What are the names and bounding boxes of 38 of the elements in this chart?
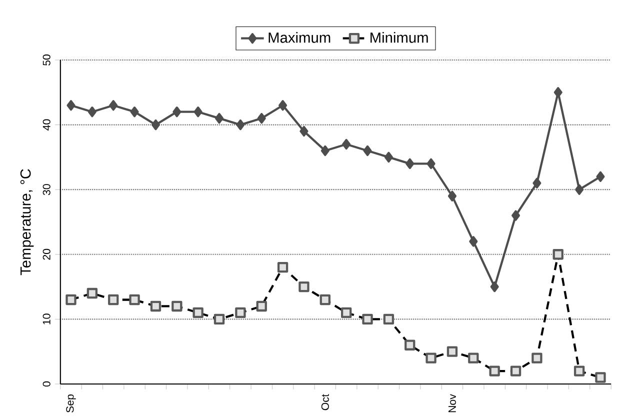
point: [511, 210, 520, 221]
point: [532, 178, 542, 188]
y-tick-label: 50: [42, 54, 50, 66]
point: [342, 138, 351, 150]
point: [554, 86, 562, 98]
point: [384, 152, 393, 162]
point: [214, 112, 224, 124]
point: [278, 100, 288, 110]
legend-label: Minimum: [370, 32, 428, 43]
x-tick-label: Nov: [448, 394, 456, 412]
legend-label: Maximum: [268, 32, 330, 43]
x-tick-label: Sep: [66, 394, 76, 412]
y-axis-title: Temperature, °C: [20, 168, 34, 275]
y-tick-label: 30: [42, 184, 50, 195]
point: [88, 106, 96, 117]
point: [448, 190, 456, 202]
point: [109, 100, 118, 110]
point: [130, 106, 139, 117]
y-tick-label: 20: [42, 248, 50, 260]
point: [426, 158, 436, 169]
point: [596, 171, 605, 182]
y-tick-label: 40: [42, 119, 50, 130]
point: [320, 145, 330, 156]
x-tick-label: Oct: [321, 394, 329, 410]
point: [363, 145, 372, 156]
y-tick-label: 10: [42, 313, 50, 324]
point: [66, 100, 76, 110]
point: [236, 119, 245, 130]
point: [406, 158, 414, 169]
point: [194, 106, 202, 117]
point: [575, 184, 584, 195]
point: [172, 106, 182, 117]
point: [469, 236, 478, 247]
point: [257, 112, 266, 124]
y-tick-label: 0: [42, 381, 50, 386]
point: [300, 126, 308, 136]
point: [151, 119, 160, 130]
point: [490, 281, 499, 292]
